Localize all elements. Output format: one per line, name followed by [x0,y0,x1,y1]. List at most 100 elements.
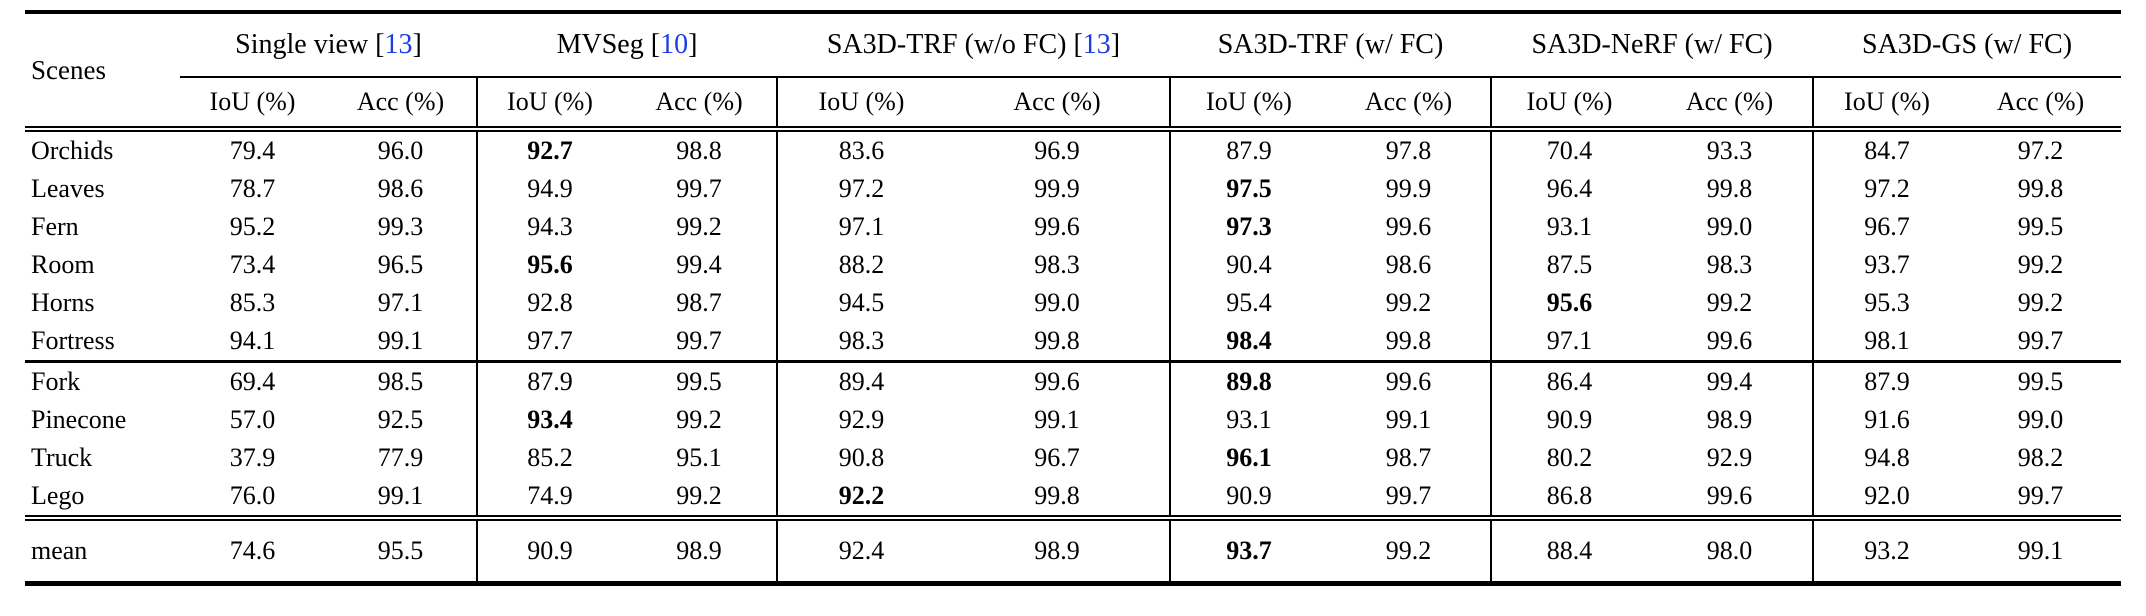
metric-cell: 99.2 [2017,288,2064,317]
metric-cell: 74.6 [180,515,325,584]
metric-cell: 98.4 [1169,322,1327,362]
metric-cell: 95.2 [229,212,276,241]
metric-cell: 97.5 [1169,170,1327,208]
iou-column-header: IoU (%) [1490,77,1647,132]
metric-cell: 99.6 [1327,360,1491,401]
metric-cell: 99.6 [945,360,1170,401]
metric-cell: 95.6 [476,246,622,284]
table-row: Pinecone 57.0 92.5 93.4 99.2 92.9 99.1 93.1 99.1… [25,401,2121,439]
metric-cell: 99.1 [377,326,424,355]
metric-cell: 90.9 [1490,401,1647,439]
citation-link[interactable]: 10 [660,29,689,60]
metric-cell: 92.9 [776,401,945,439]
metric-cell: 98.0 [1647,515,1814,584]
metric-cell: 98.9 [945,515,1170,584]
metric-cell: 95.3 [1812,284,1961,322]
metric-cell: 86.8 [1490,477,1647,518]
metric-cell: 99.3 [377,212,424,241]
metric-cell: 98.3 [1034,250,1080,279]
acc-column-header: Acc (%) [1647,77,1814,132]
metric-cell: 94.9 [476,170,622,208]
metric-cell: 74.9 [476,477,622,518]
metric-cell: 96.5 [377,250,424,279]
metric-cell: 99.7 [676,174,722,203]
metric-cell: 99.2 [1327,515,1491,584]
metric-cell: 97.2 [1812,170,1961,208]
scene-label: Room [31,250,95,279]
metric-cell: 69.4 [180,360,325,401]
method-name: Single view [235,29,369,60]
metric-cell: 90.4 [1169,246,1327,284]
metric-cell: 99.8 [2017,174,2064,203]
metric-cell: 98.9 [1706,405,1753,434]
metric-cell: 92.5 [377,405,424,434]
metric-cell: 96.0 [377,136,424,165]
iou-column-header: IoU (%) [476,77,622,132]
metric-cell: 92.8 [476,284,622,322]
metric-cell: 99.1 [1960,515,2122,584]
iou-column-header: IoU (%) [1812,77,1961,132]
metric-cell: 90.8 [776,439,945,477]
method-group-header: SA3D-TRF (w/ FC) [1170,12,1491,78]
table-row: Fern 95.2 99.3 94.3 99.2 97.1 99.6 97.3 99.6 93.1… [25,208,2121,246]
scene-label: Pinecone [31,405,127,434]
citation-bracket-open: [ [368,29,385,60]
citation-link[interactable]: 13 [1082,29,1111,60]
metric-cell: 94.5 [776,284,945,322]
metric-cell: 98.7 [1385,443,1432,472]
metric-cell: 94.3 [476,208,622,246]
citation-bracket-close: ] [412,29,422,60]
metric-cell: 86.4 [1490,360,1647,401]
metric-cell: 99.1 [377,481,424,510]
acc-column-header: Acc (%) [1327,77,1491,132]
citation-link[interactable]: 13 [384,29,413,60]
method-group-header: Single view [13] [180,12,477,78]
mean-section: mean 74.6 95.5 90.9 98.9 92.4 98.9 93.7 99.2 88.4… [25,515,2122,584]
method-name: SA3D-NeRF (w/ FC) [1531,29,1773,60]
iou-column-header: IoU (%) [180,77,325,132]
metric-cell: 97.2 [776,170,945,208]
metric-cell: 93.3 [1706,136,1753,165]
metric-cell: 99.4 [1647,360,1814,401]
metric-cell: 92.4 [776,515,945,584]
table-header: Scenes Single view [13] MVSeg [10] SA3D-TR… [25,12,2122,132]
metric-cell: 99.6 [1706,481,1753,510]
metric-cell: 87.9 [476,360,622,401]
metric-cell: 98.9 [622,515,777,584]
metric-cell: 37.9 [229,443,276,472]
metric-cell: 99.8 [1034,481,1080,510]
table-row: Leaves 78.7 98.6 94.9 99.7 97.2 99.9 97.5 99.9 96… [25,170,2121,208]
metric-cell: 89.8 [1169,360,1327,401]
metric-cell: 98.2 [2017,443,2064,472]
method-name: SA3D-TRF (w/ FC) [1217,29,1444,60]
metric-cell: 95.1 [676,443,722,472]
citation-bracket-close: ] [1110,29,1121,60]
table-row: mean 74.6 95.5 90.9 98.9 92.4 98.9 93.7 99.2 88.4… [25,515,2122,584]
metric-cell: 80.2 [1490,439,1647,477]
metric-cell: 99.8 [1706,174,1753,203]
metric-cell: 97.1 [776,208,945,246]
metric-cell: 57.0 [229,405,276,434]
metric-cell: 99.2 [2017,250,2064,279]
metric-cell: 90.9 [476,515,622,584]
group-header-row: Scenes Single view [13] MVSeg [10] SA3D-TR… [25,12,2122,132]
acc-column-header: Acc (%) [1960,77,2122,132]
scene-label: mean [25,515,180,584]
scene-label: Leaves [31,174,105,203]
metric-cell: 96.1 [1169,439,1327,477]
metric-cell: 99.0 [2017,405,2064,434]
metric-cell: 95.4 [1169,284,1327,322]
metric-cell: 99.2 [676,481,722,510]
metric-cell: 99.7 [676,326,722,355]
metric-cell: 99.2 [1706,288,1753,317]
metric-cell: 93.1 [1169,401,1327,439]
metric-cell: 99.0 [1034,288,1080,317]
metric-cell: 99.8 [1385,326,1432,355]
metric-cell: 90.9 [1169,477,1327,518]
metric-cell: 88.2 [776,246,945,284]
metric-cell: 99.1 [1034,405,1080,434]
method-name: MVSeg [556,29,644,60]
metric-cell: 96.9 [1034,136,1080,165]
metric-cell: 92.7 [476,129,622,170]
metric-cell: 98.6 [377,174,424,203]
